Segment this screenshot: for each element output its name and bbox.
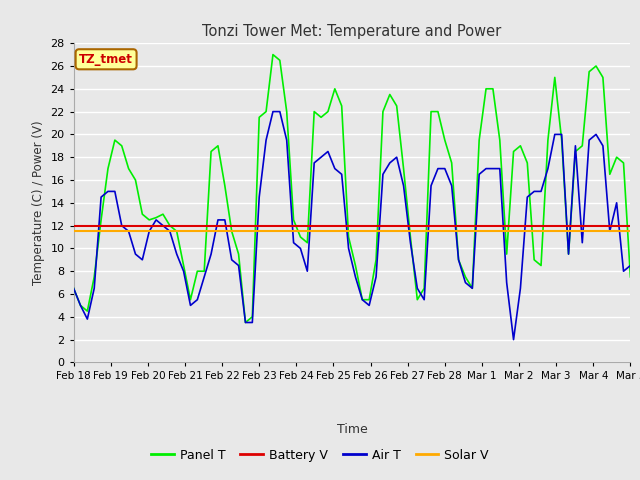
Text: Time: Time: [337, 423, 367, 436]
Legend: Panel T, Battery V, Air T, Solar V: Panel T, Battery V, Air T, Solar V: [146, 444, 494, 467]
Title: Tonzi Tower Met: Temperature and Power: Tonzi Tower Met: Temperature and Power: [202, 24, 502, 39]
Text: TZ_tmet: TZ_tmet: [79, 53, 133, 66]
Y-axis label: Temperature (C) / Power (V): Temperature (C) / Power (V): [32, 120, 45, 285]
